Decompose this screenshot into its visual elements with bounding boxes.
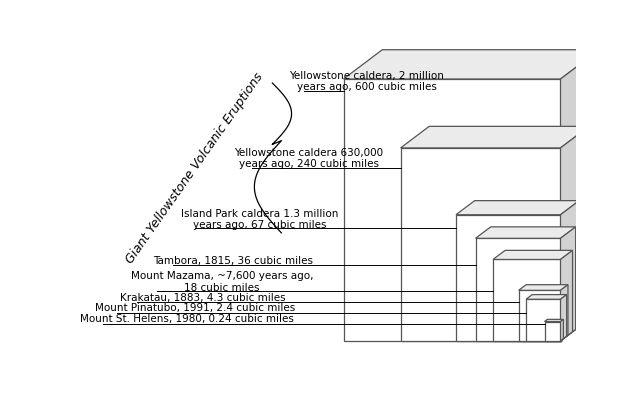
- Polygon shape: [526, 295, 566, 299]
- Polygon shape: [561, 201, 579, 341]
- Text: Mount Pinatubo, 1991, 2.4 cubic miles: Mount Pinatubo, 1991, 2.4 cubic miles: [95, 303, 295, 312]
- Text: Giant Yellowstone Volcanic Eruptions: Giant Yellowstone Volcanic Eruptions: [124, 70, 266, 266]
- Text: Tambora, 1815, 36 cubic miles: Tambora, 1815, 36 cubic miles: [154, 255, 314, 265]
- Polygon shape: [561, 295, 566, 341]
- Polygon shape: [518, 285, 568, 291]
- Text: Mount St. Helens, 1980, 0.24 cubic miles: Mount St. Helens, 1980, 0.24 cubic miles: [80, 313, 294, 323]
- Polygon shape: [561, 319, 563, 341]
- Polygon shape: [561, 227, 575, 341]
- Polygon shape: [518, 291, 561, 341]
- Polygon shape: [344, 80, 561, 341]
- Polygon shape: [561, 251, 573, 341]
- Text: Yellowstone caldera 630,000
years ago, 240 cubic miles: Yellowstone caldera 630,000 years ago, 2…: [234, 147, 383, 169]
- Text: Krakatau, 1883, 4.3 cubic miles: Krakatau, 1883, 4.3 cubic miles: [120, 292, 285, 302]
- Polygon shape: [344, 51, 599, 80]
- Text: Mount Mazama, ~7,600 years ago,
18 cubic miles: Mount Mazama, ~7,600 years ago, 18 cubic…: [131, 270, 313, 292]
- Polygon shape: [401, 148, 561, 341]
- Polygon shape: [561, 127, 589, 341]
- Polygon shape: [526, 299, 561, 341]
- Polygon shape: [493, 260, 561, 341]
- Polygon shape: [401, 127, 589, 148]
- Polygon shape: [561, 51, 599, 341]
- Polygon shape: [476, 227, 575, 239]
- Polygon shape: [456, 201, 579, 215]
- Polygon shape: [476, 239, 561, 341]
- Polygon shape: [456, 215, 561, 341]
- Polygon shape: [545, 322, 561, 341]
- Polygon shape: [493, 251, 573, 260]
- Text: Yellowstone caldera, 2 million
years ago, 600 cubic miles: Yellowstone caldera, 2 million years ago…: [289, 71, 444, 92]
- Polygon shape: [561, 285, 568, 341]
- Polygon shape: [545, 319, 563, 322]
- Text: Island Park caldera 1.3 million
years ago, 67 cubic miles: Island Park caldera 1.3 million years ag…: [181, 208, 339, 229]
